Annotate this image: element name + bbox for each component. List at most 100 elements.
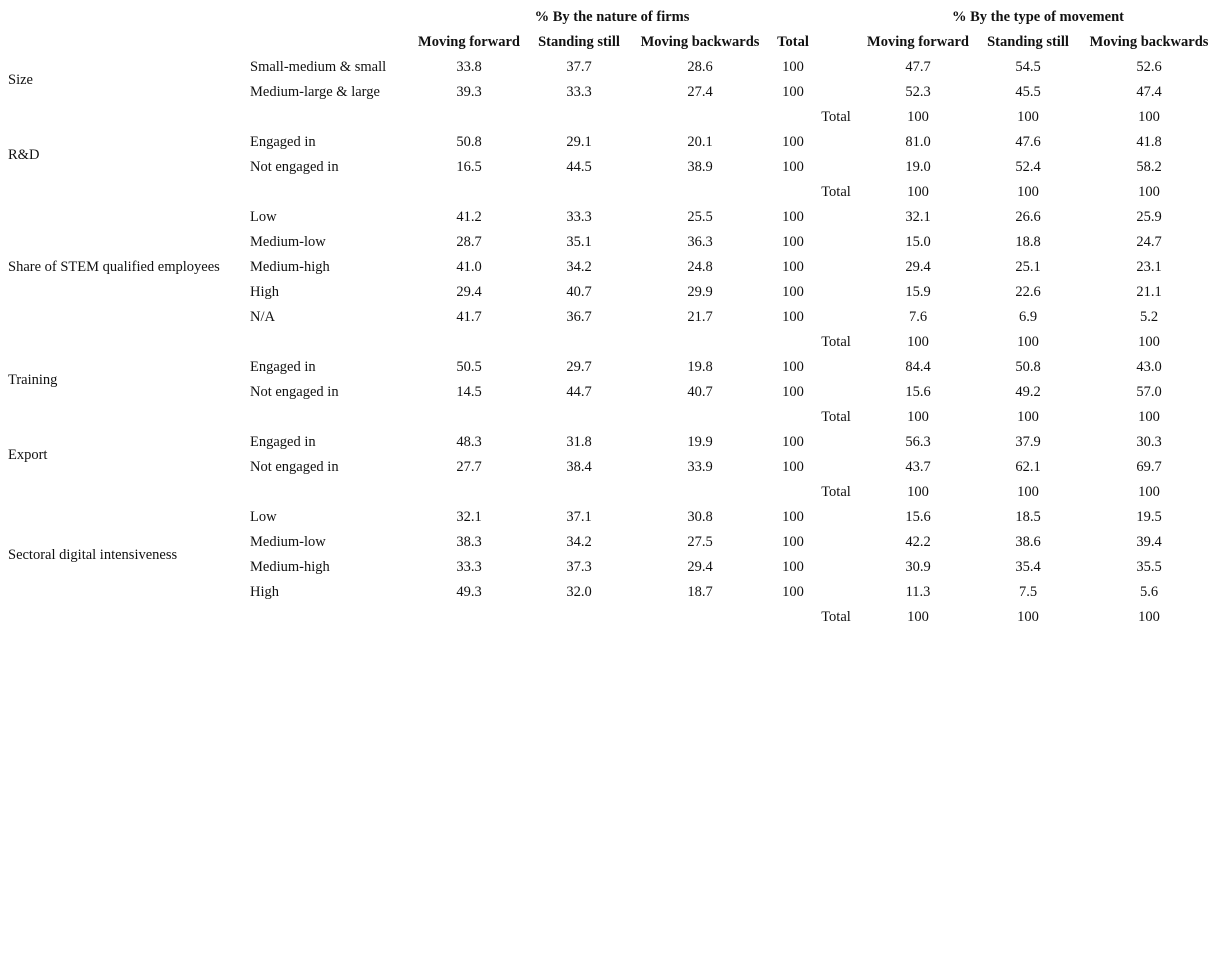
cell-value: 100: [782, 309, 804, 325]
cell-value: 24.7: [1136, 234, 1162, 250]
cell-value: 38.6: [1015, 534, 1041, 550]
cell-value: 15.6: [905, 509, 931, 525]
column-header: Moving forward: [867, 34, 969, 50]
cell-value: 100: [782, 59, 804, 75]
total-label: Total: [821, 109, 851, 125]
cell-value: 29.1: [566, 134, 592, 150]
cell-value: 19.5: [1136, 509, 1162, 525]
column-header: Total: [777, 34, 809, 50]
total-value: 100: [907, 334, 929, 350]
cell-value: 100: [782, 509, 804, 525]
cell-value: 100: [782, 134, 804, 150]
cell-value: 100: [782, 159, 804, 175]
cell-value: 47.7: [905, 59, 931, 75]
cell-value: 25.9: [1136, 209, 1162, 225]
group-label: Sectoral digital intensiveness: [8, 546, 178, 563]
row-label: Small-medium & small: [250, 59, 387, 75]
cell-value: 38.4: [566, 459, 592, 475]
cell-value: 58.2: [1136, 159, 1162, 175]
column-header: Standing still: [987, 34, 1069, 50]
cell-value: 25.5: [687, 209, 713, 225]
group-header: % By the nature of firms: [534, 9, 690, 25]
cell-value: 31.8: [566, 434, 592, 450]
cell-value: 40.7: [566, 284, 592, 300]
cell-value: 52.3: [905, 84, 931, 100]
cell-value: 35.4: [1015, 559, 1041, 575]
cell-value: 33.3: [566, 84, 592, 100]
cell-value: 16.5: [456, 159, 482, 175]
cell-value: 43.0: [1136, 359, 1162, 375]
cell-value: 100: [782, 559, 804, 575]
cell-value: 44.7: [566, 384, 592, 400]
cell-value: 100: [782, 534, 804, 550]
cell-value: 57.0: [1136, 384, 1162, 400]
cell-value: 100: [782, 259, 804, 275]
row-label: N/A: [250, 309, 275, 325]
row-label: Medium-low: [250, 534, 326, 550]
total-value: 100: [907, 184, 929, 200]
cell-value: 27.4: [687, 84, 713, 100]
cell-value: 100: [782, 584, 804, 600]
column-header: Moving backwards: [1089, 34, 1209, 50]
cell-value: 33.8: [456, 59, 482, 75]
cell-value: 43.7: [905, 459, 931, 475]
total-value: 100: [1017, 184, 1039, 200]
total-value: 100: [907, 409, 929, 425]
cell-value: 36.7: [566, 309, 592, 325]
cell-value: 40.7: [687, 384, 713, 400]
total-value: 100: [1017, 484, 1039, 500]
total-value: 100: [907, 109, 929, 125]
cell-value: 100: [782, 384, 804, 400]
row-label: Engaged in: [250, 434, 316, 450]
total-label: Total: [821, 184, 851, 200]
cell-value: 39.4: [1136, 534, 1162, 550]
total-value: 100: [1017, 409, 1039, 425]
cell-value: 50.5: [456, 359, 482, 375]
total-value: 100: [1138, 184, 1160, 200]
cell-value: 20.1: [687, 134, 713, 150]
cell-value: 27.5: [687, 534, 713, 550]
total-value: 100: [907, 484, 929, 500]
cell-value: 30.3: [1136, 434, 1162, 450]
cell-value: 15.0: [905, 234, 931, 250]
cell-value: 34.2: [566, 534, 592, 550]
cell-value: 33.9: [687, 459, 713, 475]
cell-value: 32.0: [566, 584, 592, 600]
cell-value: 18.8: [1015, 234, 1041, 250]
cell-value: 35.1: [566, 234, 592, 250]
cell-value: 19.0: [905, 159, 931, 175]
group-label: R&D: [8, 146, 40, 163]
cell-value: 28.7: [456, 234, 482, 250]
cell-value: 47.6: [1015, 134, 1041, 150]
row-label: Low: [250, 509, 277, 525]
cell-value: 100: [782, 209, 804, 225]
column-header: Moving backwards: [640, 34, 760, 50]
cell-value: 33.3: [566, 209, 592, 225]
cell-value: 21.7: [687, 309, 713, 325]
cell-value: 100: [782, 434, 804, 450]
cell-value: 30.9: [905, 559, 931, 575]
total-value: 100: [907, 609, 929, 625]
cell-value: 52.4: [1015, 159, 1041, 175]
cell-value: 84.4: [905, 359, 931, 375]
cell-value: 23.1: [1136, 259, 1162, 275]
cell-value: 14.5: [456, 384, 482, 400]
cell-value: 5.6: [1139, 584, 1159, 600]
group-label: Size: [8, 71, 33, 88]
cell-value: 54.5: [1015, 59, 1041, 75]
row-label: High: [250, 584, 279, 600]
cell-value: 27.7: [456, 459, 482, 475]
total-value: 100: [1017, 334, 1039, 350]
total-label: Total: [821, 409, 851, 425]
cell-value: 39.3: [456, 84, 482, 100]
row-label: Medium-high: [250, 259, 330, 275]
cell-value: 29.7: [566, 359, 592, 375]
cell-value: 6.9: [1018, 309, 1038, 325]
cell-value: 48.3: [456, 434, 482, 450]
cell-value: 30.8: [687, 509, 713, 525]
cell-value: 15.6: [905, 384, 931, 400]
cell-value: 100: [782, 284, 804, 300]
group-label: Training: [8, 371, 58, 388]
cell-value: 45.5: [1015, 84, 1041, 100]
